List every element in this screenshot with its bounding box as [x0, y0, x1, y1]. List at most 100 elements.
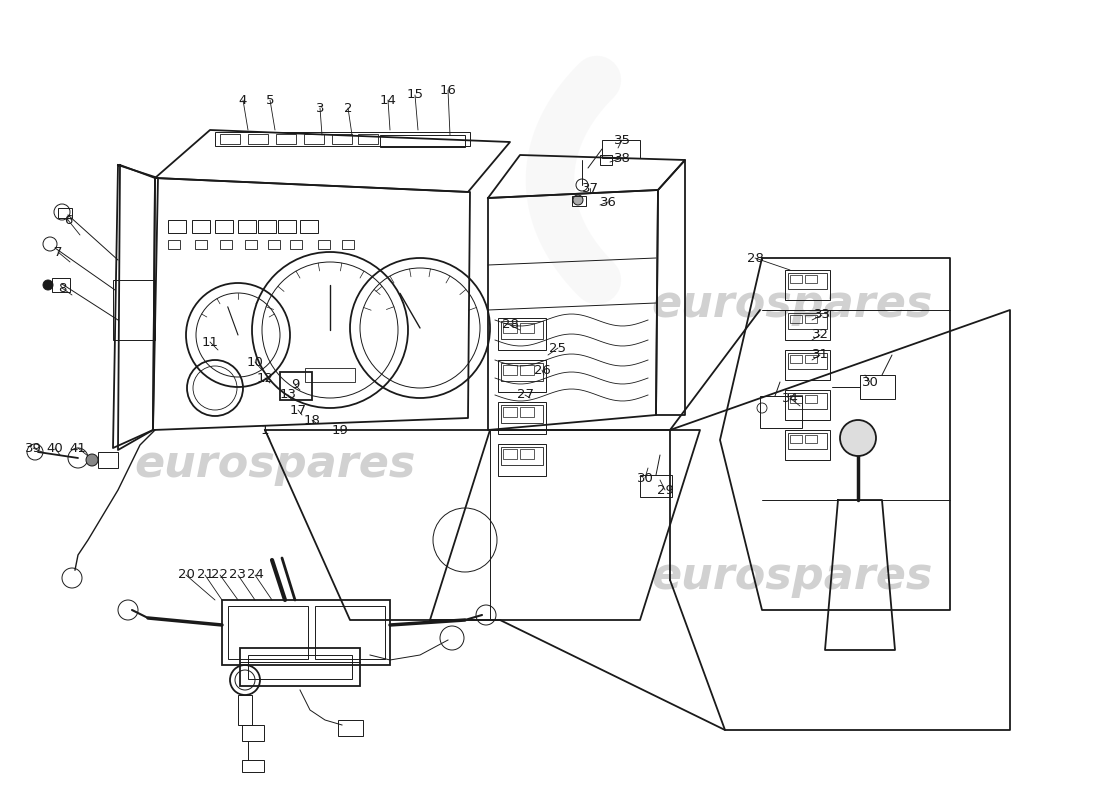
Bar [520, 323, 534, 333]
Text: eurospares: eurospares [134, 442, 416, 486]
Bar [342, 240, 354, 249]
Text: 18: 18 [304, 414, 320, 426]
Bar [790, 435, 802, 443]
Circle shape [86, 454, 98, 466]
Bar [240, 648, 360, 686]
Bar [305, 368, 355, 382]
Text: 11: 11 [201, 335, 219, 349]
Bar [500, 363, 543, 381]
Text: 21: 21 [197, 569, 213, 582]
Text: 40: 40 [46, 442, 64, 454]
Text: 20: 20 [177, 569, 195, 582]
Text: 32: 32 [812, 329, 828, 342]
Bar [790, 355, 802, 363]
Bar [113, 280, 155, 340]
Bar [805, 435, 817, 443]
Bar [304, 134, 324, 144]
Bar [520, 407, 534, 417]
Text: 33: 33 [814, 309, 830, 322]
Bar [192, 220, 210, 233]
Text: 8: 8 [58, 282, 66, 294]
Bar [788, 353, 827, 369]
Circle shape [573, 195, 583, 205]
Text: 24: 24 [246, 569, 263, 582]
Bar [228, 606, 308, 659]
Bar [498, 318, 546, 350]
Circle shape [840, 420, 876, 456]
Text: 2: 2 [343, 102, 352, 114]
Bar [278, 220, 296, 233]
Text: 3: 3 [316, 102, 324, 114]
Text: 5: 5 [266, 94, 274, 106]
Bar [248, 134, 268, 144]
Bar [785, 310, 830, 340]
Bar [245, 240, 257, 249]
Text: 6: 6 [64, 214, 73, 226]
Text: 14: 14 [379, 94, 396, 106]
Bar [602, 140, 640, 158]
Bar [379, 135, 465, 147]
Bar [500, 447, 543, 465]
Bar [760, 396, 802, 428]
Text: 31: 31 [812, 349, 828, 362]
Bar [290, 240, 303, 249]
Bar [168, 240, 180, 249]
Bar [520, 365, 534, 375]
Bar [640, 475, 672, 497]
Text: eurospares: eurospares [651, 554, 933, 598]
Bar [785, 350, 830, 380]
Text: 25: 25 [550, 342, 566, 354]
Text: 34: 34 [782, 391, 799, 405]
Bar [805, 315, 817, 323]
Text: 27: 27 [517, 389, 534, 402]
Bar [276, 134, 296, 144]
Bar [280, 372, 312, 400]
Bar [790, 315, 802, 323]
Bar [214, 220, 233, 233]
Bar [572, 196, 586, 206]
Bar [500, 321, 543, 339]
Bar [498, 402, 546, 434]
Text: 36: 36 [600, 195, 616, 209]
Bar [358, 134, 378, 144]
Text: 17: 17 [289, 403, 307, 417]
Text: 22: 22 [211, 569, 229, 582]
Bar [222, 600, 390, 665]
Bar [790, 395, 802, 403]
Text: 13: 13 [279, 389, 297, 402]
Bar [318, 240, 330, 249]
Bar [860, 375, 895, 399]
Bar [790, 275, 802, 283]
Text: 41: 41 [69, 442, 87, 454]
Text: 28: 28 [502, 318, 518, 331]
Bar [300, 220, 318, 233]
Bar [58, 208, 72, 218]
Text: 39: 39 [24, 442, 42, 454]
Text: 29: 29 [657, 483, 673, 497]
Text: 4: 4 [239, 94, 248, 106]
Text: 7: 7 [54, 246, 63, 258]
Circle shape [43, 280, 53, 290]
Bar [248, 655, 352, 679]
Bar [332, 134, 352, 144]
Text: 35: 35 [614, 134, 630, 146]
Bar [503, 365, 517, 375]
Bar [805, 275, 817, 283]
Bar [788, 313, 827, 329]
Bar [238, 220, 256, 233]
Bar [258, 220, 276, 233]
Bar [242, 725, 264, 741]
Bar [520, 449, 534, 459]
Bar [503, 449, 517, 459]
Bar [785, 430, 830, 460]
Bar [785, 270, 830, 300]
Bar [500, 405, 543, 423]
Text: 30: 30 [637, 471, 653, 485]
Bar [788, 273, 827, 289]
Bar [788, 433, 827, 449]
Bar [805, 355, 817, 363]
Bar [338, 720, 363, 736]
Bar [785, 390, 830, 420]
Bar [498, 444, 546, 476]
Text: 12: 12 [256, 371, 274, 385]
